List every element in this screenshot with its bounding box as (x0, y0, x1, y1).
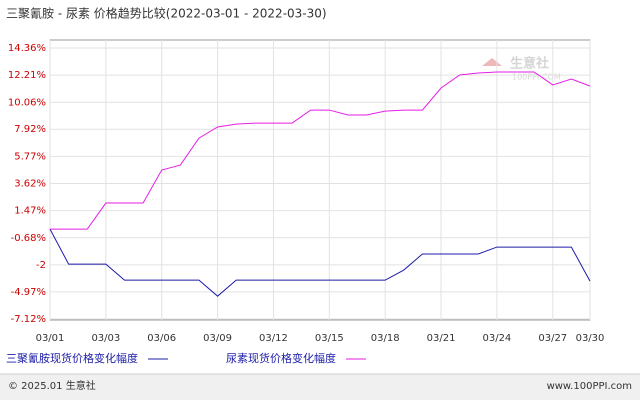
y-tick-label: 12.21% (8, 70, 46, 81)
series-line (50, 71, 591, 230)
footer-left: © 2025.01 生意社 (8, 379, 96, 392)
legend-label: 三聚氰胺现货价格变化幅度 (6, 351, 138, 365)
x-tick-label: 03/30 (576, 333, 605, 344)
x-tick-label: 03/27 (538, 333, 567, 344)
y-tick-label: 7.92% (14, 124, 46, 135)
y-tick-label: 14.36% (8, 43, 46, 54)
y-tick-label: 3.62% (14, 179, 46, 190)
series-line (49, 228, 591, 297)
y-tick-label: -7.12% (11, 314, 46, 325)
y-tick-label: -2 (36, 260, 46, 271)
x-tick-label: 03/12 (259, 333, 288, 344)
legend-label: 尿素现货价格变化幅度 (226, 351, 336, 365)
y-tick-label: 1.47% (14, 206, 46, 217)
y-tick-label: 10.06% (8, 97, 46, 108)
watermark-site: 100PPI.COM (512, 73, 561, 82)
watermark: 生意社 100PPI.COM (482, 56, 561, 82)
footer-right: www.100PPI.com (547, 381, 632, 392)
watermark-name: 生意社 (510, 56, 549, 72)
x-tick-label: 03/21 (427, 333, 456, 344)
chart-title: 三聚氰胺 - 尿素 价格趋势比较(2022-03-01 - 2022-03-30… (6, 6, 327, 21)
y-tick-label: 5.77% (14, 151, 46, 162)
x-tick-label: 03/24 (482, 333, 511, 344)
x-tick-label: 03/01 (36, 333, 65, 344)
plot-frame (49, 39, 591, 321)
x-tick-label: 03/09 (203, 333, 232, 344)
y-tick-label: -4.97% (11, 287, 46, 298)
watermark-icon (482, 58, 502, 66)
x-tick-label: 03/18 (371, 333, 400, 344)
y-tick-label: -0.68% (11, 233, 46, 244)
footer-bar (0, 374, 640, 400)
x-tick-label: 03/03 (91, 333, 120, 344)
x-tick-label: 03/06 (147, 333, 176, 344)
x-tick-label: 03/15 (315, 333, 344, 344)
